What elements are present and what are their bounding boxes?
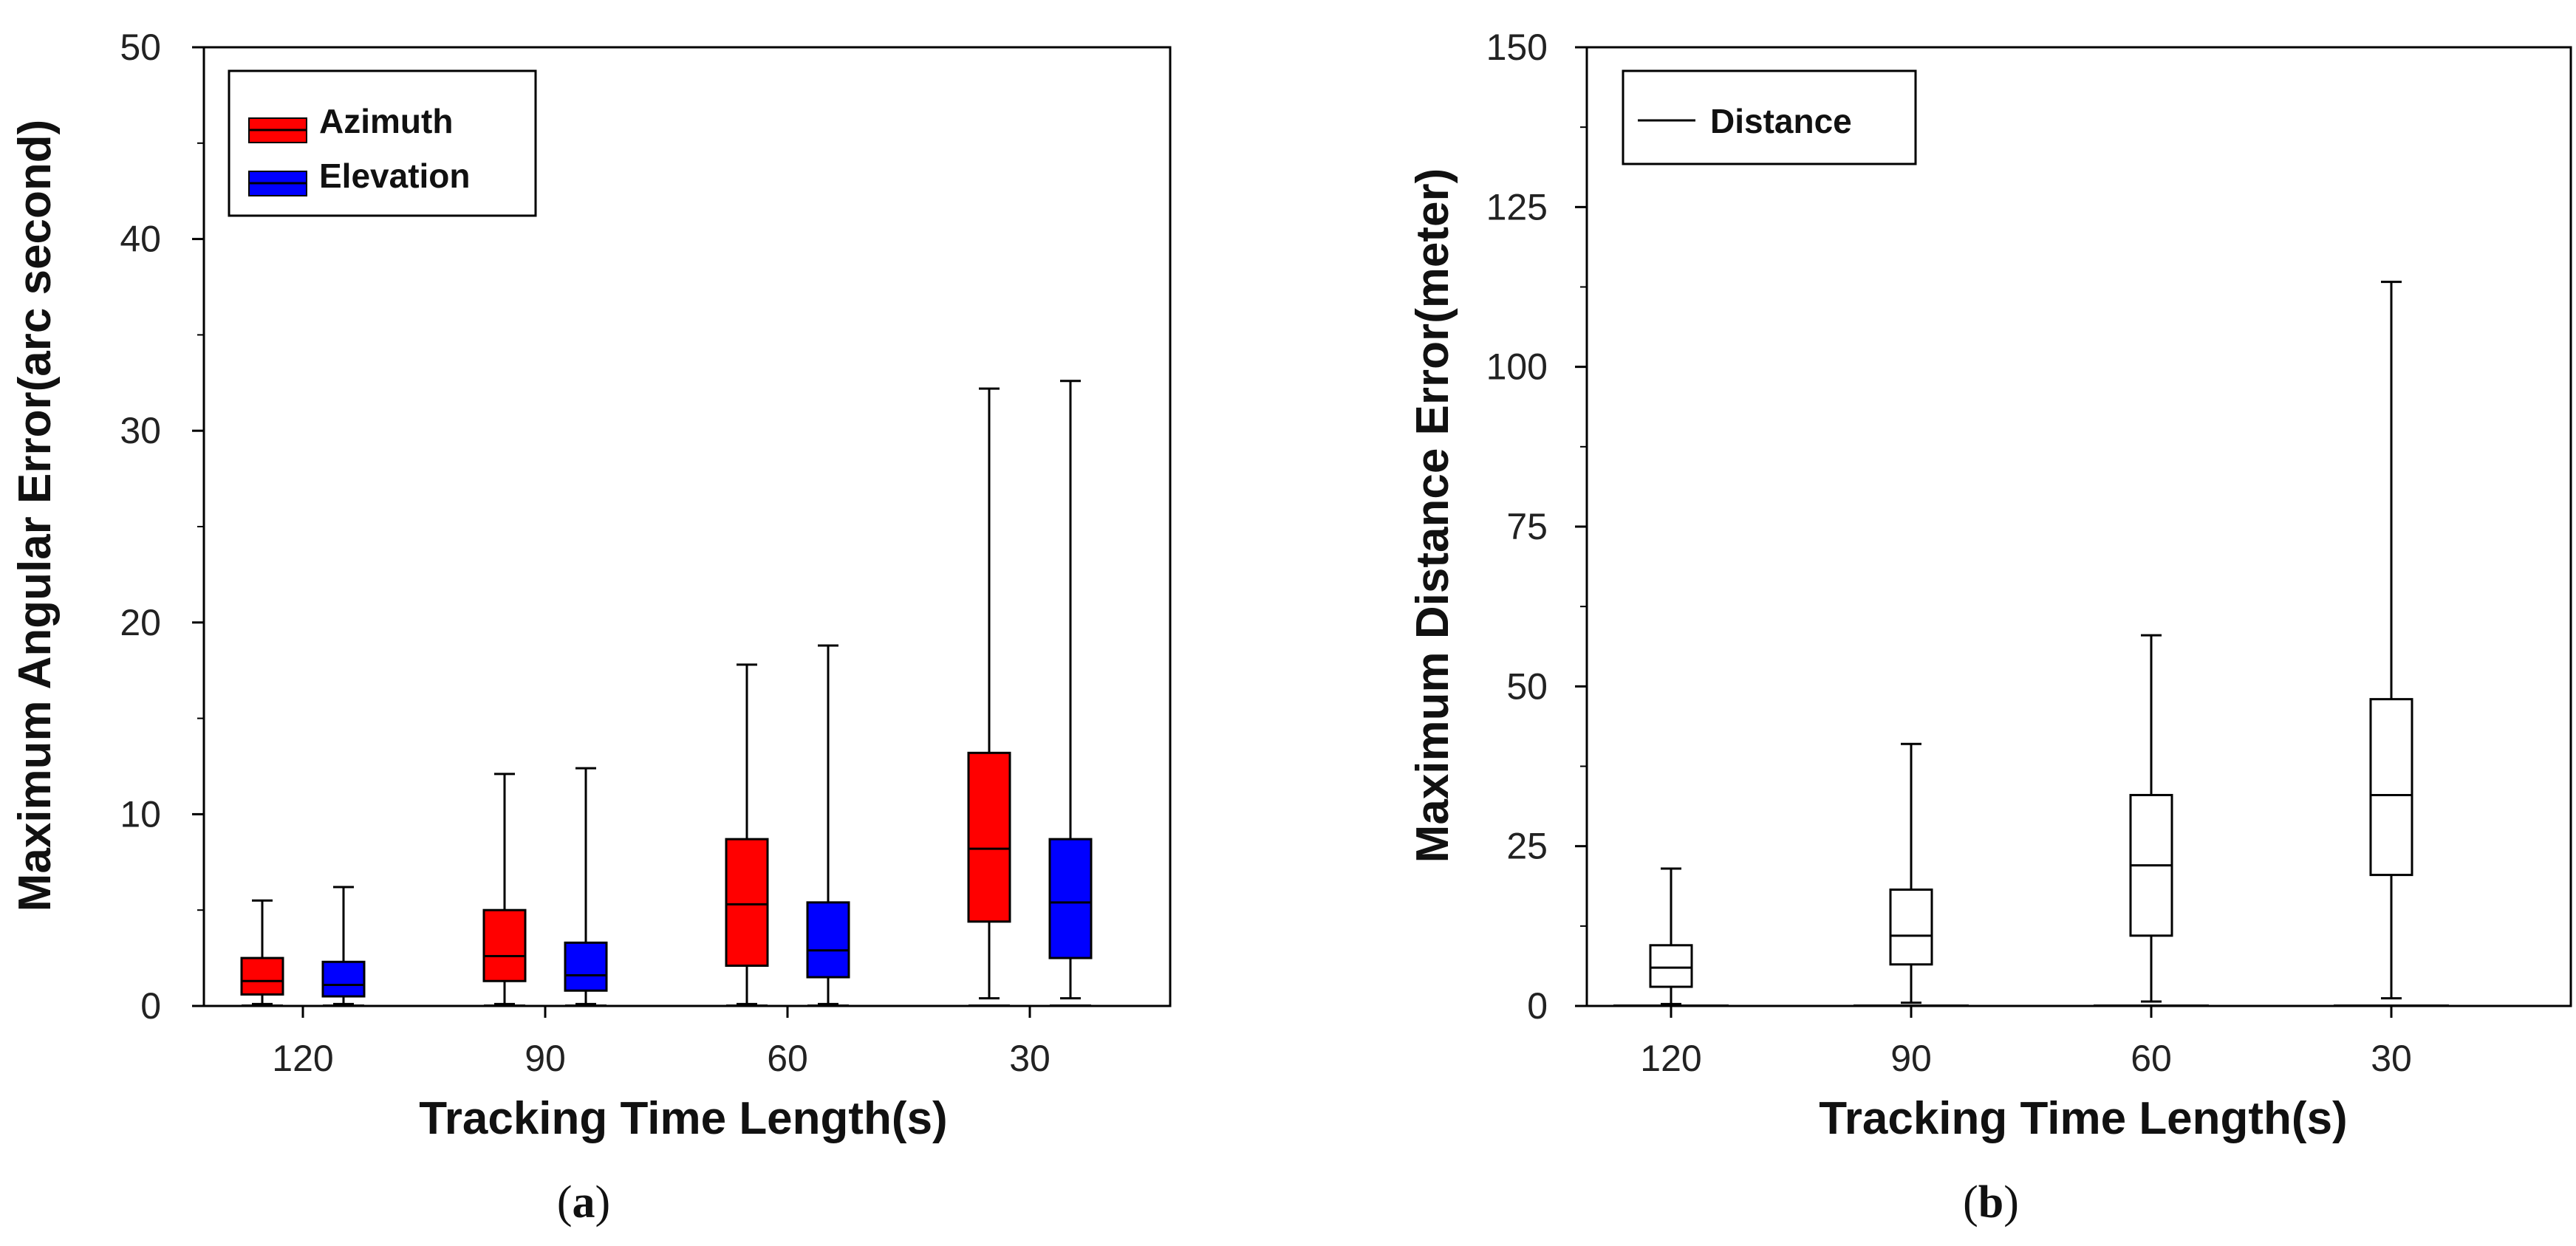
panel-label-b: (b)	[1963, 1177, 2019, 1228]
box-azimuth-60	[725, 838, 769, 967]
y-tick-label: 50	[120, 27, 161, 68]
x-axis-title-b: Tracking Time Length(s)	[1819, 1093, 2347, 1144]
box-elevation-90	[564, 941, 608, 992]
plot-area-a: 0 10 20 30 40 50 120 90 60 30	[120, 27, 1172, 1079]
y-tick-label: 75	[1506, 506, 1548, 547]
y-tick-label: 40	[120, 219, 161, 260]
y-tick-label: 50	[1506, 665, 1548, 707]
legend-label-elevation: Elevation	[319, 157, 471, 195]
x-tick-label: 30	[2371, 1038, 2412, 1079]
x-tick-label: 120	[1640, 1038, 1701, 1079]
y-tick-label: 25	[1506, 826, 1548, 867]
y-tick-label: 150	[1486, 27, 1548, 68]
x-tick-label: 30	[1009, 1038, 1050, 1079]
chart-panel-a: 0 10 20 30 40 50 120 90 60 30 Maximum Angular Err…	[10, 27, 1172, 1228]
y-tick-label: 0	[1527, 985, 1548, 1027]
box-azimuth-90	[482, 908, 527, 982]
legend-label-distance: Distance	[1710, 102, 1852, 140]
x-tick-label: 90	[1890, 1038, 1932, 1079]
y-tick-label: 0	[140, 985, 161, 1027]
y-axis-title-b: Maximum Distance Error(meter)	[1407, 168, 1458, 863]
y-tick-label: 30	[120, 410, 161, 451]
legend-b: Distance	[1622, 69, 1917, 165]
panel-label-a: (a)	[557, 1177, 610, 1228]
legend-label-azimuth: Azimuth	[319, 102, 453, 140]
y-axis-title-a: Maximum Angular Error(arc second)	[10, 120, 61, 912]
chart-panel-b: 0 25 50 75 100 125 150 120 90 60 30 Maximum Distan…	[1407, 27, 2572, 1228]
y-tick-label: 125	[1486, 186, 1548, 227]
box-azimuth-120	[240, 956, 284, 996]
y-tick-label: 20	[120, 602, 161, 643]
x-axis-title-a: Tracking Time Length(s)	[419, 1093, 947, 1144]
box-elevation-120	[321, 960, 366, 998]
plot-area-b: 0 25 50 75 100 125 150 120 90 60 30	[1486, 27, 2572, 1079]
box-distance-30	[2369, 698, 2413, 877]
box-distance-90	[1889, 889, 1933, 966]
box-distance-120	[1649, 944, 1693, 988]
y-tick-label: 10	[120, 793, 161, 835]
legend-a: Azimuth Elevation	[228, 69, 537, 217]
y-tick-label: 100	[1486, 346, 1548, 388]
box-elevation-30	[1048, 838, 1093, 959]
x-tick-label: 60	[2131, 1038, 2172, 1079]
legend-frame-b	[1622, 69, 1917, 165]
x-tick-label: 120	[272, 1038, 333, 1079]
x-tick-label: 60	[767, 1038, 808, 1079]
box-elevation-60	[806, 901, 850, 979]
x-tick-label: 90	[525, 1038, 566, 1079]
box-azimuth-30	[967, 751, 1011, 923]
